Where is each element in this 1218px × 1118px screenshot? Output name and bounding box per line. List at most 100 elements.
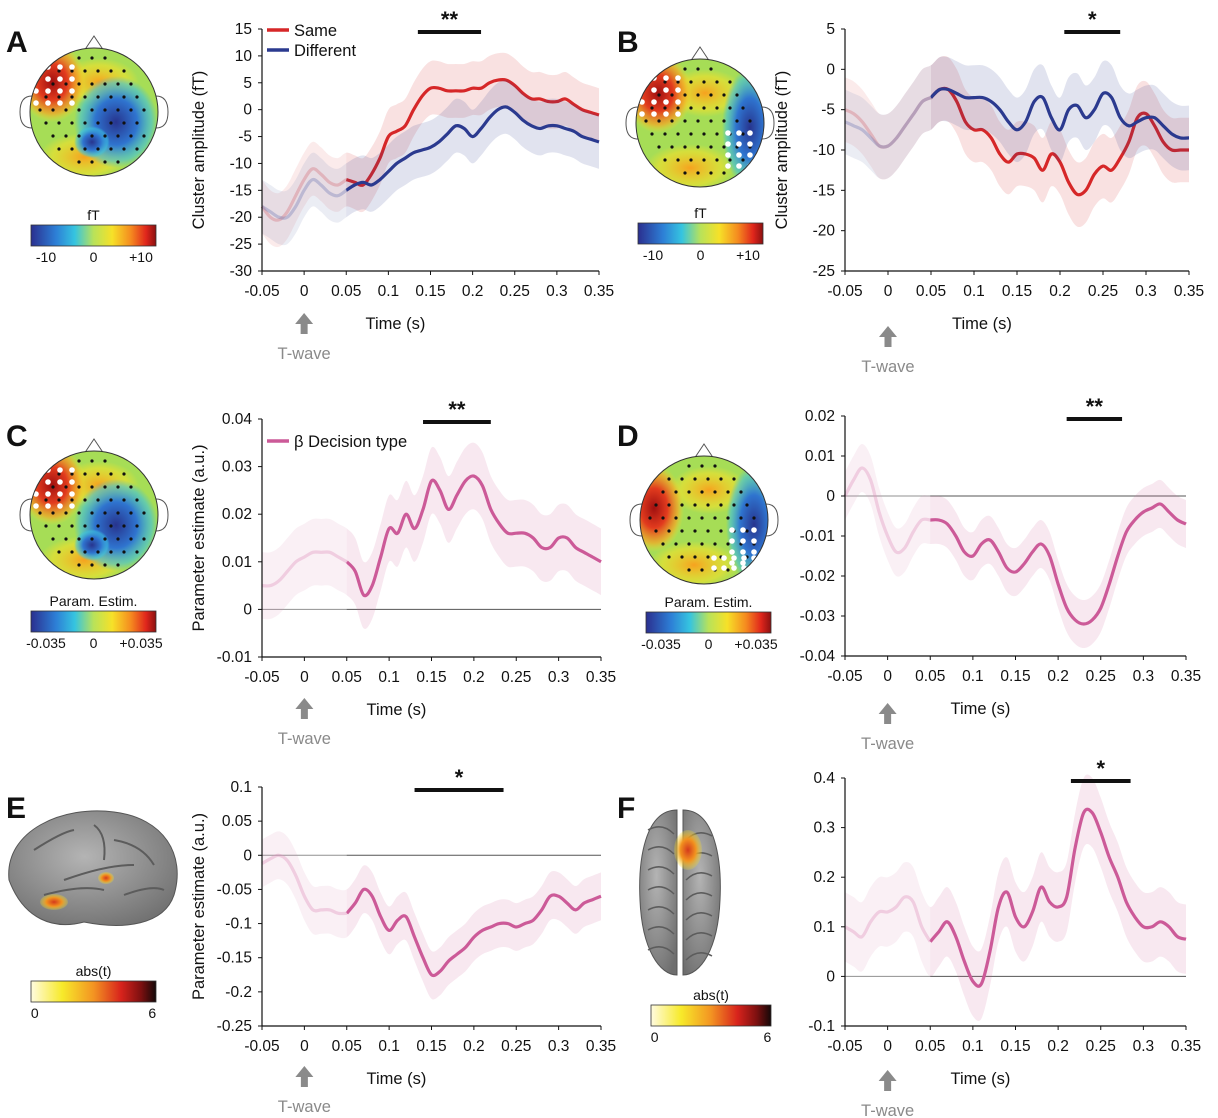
cluster-sensor (747, 141, 753, 147)
y-axis-label: Parameter estimate (a.u.) (190, 813, 208, 1000)
colorbar-tick-label: -0.035 (26, 635, 66, 651)
cluster-sensor (663, 87, 669, 93)
sensor-dot (83, 550, 87, 554)
significance-star: ** (1086, 394, 1104, 419)
sensor-dot (122, 524, 126, 528)
ear-right (765, 503, 779, 537)
cluster-sensor (751, 527, 757, 533)
sensor-dot (135, 121, 139, 125)
sensor-dot (693, 555, 697, 559)
sensor-dot (109, 472, 113, 476)
y-tick-label: -0.2 (225, 984, 252, 1001)
colorbar-tick-label: 0 (697, 247, 705, 263)
cluster-sensor (69, 88, 75, 94)
series-line (345, 77, 600, 187)
sensor-dot (683, 93, 687, 97)
brain-sulcus (647, 926, 675, 935)
baseline-shade (845, 778, 931, 1026)
brain-sulcus (647, 826, 675, 835)
cold-region (722, 68, 764, 187)
x-tick-label: -0.05 (244, 669, 279, 686)
sensor-dot (116, 485, 120, 489)
x-tick-label: 0.35 (1174, 283, 1204, 300)
cluster-sensor (33, 491, 39, 497)
sensor-dot (752, 516, 756, 520)
sensor-dot (715, 158, 719, 162)
x-axis-label: Time (s) (367, 1070, 427, 1088)
x-tick-label: 0.35 (1171, 668, 1201, 685)
series-line-baseline (844, 895, 932, 943)
sensor-dot (661, 516, 665, 520)
x-tick-label: 0.1 (962, 1038, 984, 1055)
cluster-sensor (33, 88, 39, 94)
cluster-sensor (675, 111, 681, 117)
sensor-dot (667, 529, 671, 533)
y-tick-label: 0.1 (813, 919, 835, 936)
head-map (636, 59, 764, 187)
sensor-dot (116, 537, 120, 541)
colorbar-tick-label: -10 (36, 249, 56, 265)
cluster-sensor (675, 75, 681, 81)
nose (83, 438, 105, 455)
series-ci-band (845, 55, 1189, 228)
y-tick-label: -0.04 (800, 648, 836, 665)
sensor-dot (715, 80, 719, 84)
series-ci-band (262, 52, 599, 248)
sensor-dot (57, 472, 61, 476)
y-tick-label: 15 (235, 21, 252, 38)
brain-sulcus (685, 892, 713, 901)
x-tick-label: -0.05 (244, 283, 279, 300)
series-line (345, 474, 602, 598)
y-tick-label: 0.3 (813, 820, 835, 837)
sensor-dot (709, 67, 713, 71)
cluster-sensor (45, 479, 51, 485)
cluster-sensor (639, 75, 645, 81)
y-tick-label: 0.02 (805, 408, 835, 425)
colorbar-label: abs(t) (76, 963, 112, 979)
cluster-sensor (736, 152, 742, 158)
cluster-sensor (740, 549, 746, 555)
sensor-dot (109, 95, 113, 99)
sensor-dot (103, 459, 107, 463)
sensor-dot (70, 524, 74, 528)
sensor-dot (713, 542, 717, 546)
brain-sulcus (43, 887, 105, 896)
t-wave-label: T-wave (278, 345, 331, 363)
baseline-shade (262, 787, 347, 1026)
significance-star: * (455, 765, 464, 790)
sensor-dot (709, 93, 713, 97)
y-tick-label: 0.02 (222, 506, 252, 523)
cluster-sensor (751, 549, 757, 555)
sensor-dot (116, 563, 120, 567)
sensor-dot (726, 490, 730, 494)
x-tick-label: 0.1 (963, 283, 985, 300)
sensor-dot (109, 524, 113, 528)
sensor-dot (687, 542, 691, 546)
sensor-dot (57, 498, 61, 502)
colorbar-tick-label: 0 (90, 249, 98, 265)
cluster-sensor (725, 141, 731, 147)
y-tick-label: 0.4 (813, 770, 835, 787)
colorbar-tick-label: +0.035 (119, 635, 162, 651)
sensor-dot (96, 121, 100, 125)
x-tick-label: 0.1 (962, 668, 984, 685)
cluster-sensor (747, 130, 753, 136)
x-tick-label: 0.05 (332, 669, 362, 686)
ear-left (19, 95, 33, 129)
panels-layer: AfT -10 0 +10 15 10 5 0 -5 -10 -15 -20 -25 -30 -0.05 0 0… (6, 7, 1204, 1118)
sensor-dot (90, 160, 94, 164)
sensor-dot (741, 106, 745, 110)
sensor-dot (129, 134, 133, 138)
series-line-baseline (844, 96, 932, 149)
sensor-dot (689, 132, 693, 136)
sensor-dot (77, 511, 81, 515)
series-ci-band (262, 442, 601, 629)
cluster-sensor (721, 555, 727, 561)
sensor-dot (683, 145, 687, 149)
cluster-sensor (45, 491, 51, 497)
brain-sulcus (123, 887, 165, 896)
y-tick-label: 0.01 (222, 554, 252, 571)
x-axis-label: Time (s) (366, 315, 426, 333)
sensor-dot (142, 108, 146, 112)
